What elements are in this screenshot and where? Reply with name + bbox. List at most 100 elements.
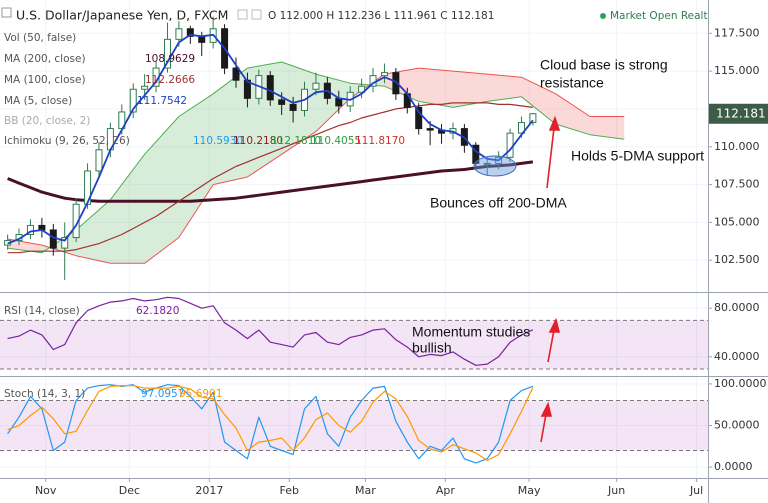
candle-body: [26, 224, 34, 236]
candle-body: [163, 38, 171, 69]
legend-entry: MA (200, close): [4, 53, 86, 65]
legend-value: 97.0957: [141, 388, 184, 400]
ma-line: [7, 102, 533, 254]
y-tick-label: 115.000: [714, 64, 760, 77]
annotation: Holds 5-DMA support: [571, 148, 704, 164]
arrow-head: [548, 115, 561, 131]
x-tick-label: Jun: [607, 484, 625, 497]
cloud-segment: [7, 239, 42, 253]
arrow: [547, 329, 555, 363]
price-label-box: [709, 103, 768, 124]
candle-body: [232, 67, 240, 81]
legend-entry: MA (5, close): [4, 95, 72, 107]
collapse-icon[interactable]: [1, 7, 12, 18]
x-tick-label: Mar: [355, 484, 376, 497]
y-tick-label: 100.0000: [714, 377, 767, 390]
y-tick-label: 107.500: [714, 178, 760, 191]
band-fill: [0, 320, 708, 369]
candle-body: [289, 103, 297, 111]
x-tick-label: Feb: [280, 484, 299, 497]
plot-marks: [0, 0, 708, 478]
x-tick-label: May: [518, 484, 541, 497]
y-tick-label: 102.500: [714, 253, 760, 266]
x-tick-label: Apr: [436, 484, 456, 497]
candle-body: [426, 128, 434, 131]
chart-title: U.S. Dollar/Japanese Yen, D, FXCM: [16, 8, 228, 23]
cloud-segment: [213, 68, 248, 185]
candle-body: [392, 72, 400, 95]
cloud-segment: [281, 62, 316, 155]
y-tick-label: 40.0000: [714, 350, 760, 363]
cloud-segment: [590, 116, 625, 140]
legend-value: 112.2666: [145, 74, 195, 86]
icon[interactable]: [237, 9, 248, 20]
annotation: resistance: [540, 75, 604, 91]
legend-value: 95.6901: [179, 388, 222, 400]
candle-body: [175, 28, 183, 40]
indicator-label: Ichimoku (9, 26, 52, 26): [4, 135, 130, 147]
x-tick-label: Dec: [119, 484, 140, 497]
annotation: Momentum studies: [412, 324, 530, 340]
candle-body: [141, 85, 149, 90]
candle-body: [95, 149, 103, 172]
arrows: [540, 115, 561, 443]
legend-entry: MA (100, close): [4, 74, 86, 86]
ma-line: [7, 160, 534, 203]
price-axis-bg: [709, 0, 768, 503]
cloud-segment: [555, 93, 590, 135]
indicator-value: 112.1810: [271, 135, 321, 147]
arrow: [546, 127, 555, 189]
candle-body: [358, 85, 366, 93]
indicator-value: 111.8170: [355, 135, 405, 147]
indicator-value: 110.5930: [193, 135, 243, 147]
status-dot: [600, 13, 606, 19]
candle-body: [186, 28, 194, 37]
x-tick-label: Nov: [35, 484, 57, 497]
candle-body: [129, 88, 137, 113]
indicator-value: 110.2180: [233, 135, 283, 147]
y-tick-label: 80.0000: [714, 301, 760, 314]
price-label: 112.181: [716, 106, 766, 120]
annotation: Cloud base is strong: [540, 57, 668, 73]
legend-value: 62.1820: [136, 305, 179, 317]
indicator-line: [7, 296, 534, 366]
arrow-head: [548, 317, 561, 333]
legend-value: 108.9629: [145, 53, 195, 65]
y-tick-label: 117.500: [714, 26, 760, 39]
indicator-label: Vol (50, false): [4, 32, 76, 44]
candle-body: [198, 35, 206, 43]
market-status: Market Open Realtime: [610, 10, 727, 22]
candle-body: [517, 122, 525, 134]
cloud-segment: [487, 74, 522, 102]
y-tick-label: 50.0000: [714, 419, 760, 432]
indicator-line: [7, 385, 534, 461]
pane-title: Stoch (14, 3, 1): [4, 388, 85, 400]
candle-body: [312, 82, 320, 90]
indicator-line: [7, 384, 534, 464]
overlays: Cloud base is strong resistance Holds 5-…: [1, 7, 727, 443]
candle-body: [49, 229, 57, 249]
candle-body: [415, 106, 423, 130]
candle-body: [266, 75, 274, 101]
y-tick-label: 0.0000: [714, 460, 753, 473]
annotation: bullish: [412, 340, 452, 356]
candle-body: [61, 237, 69, 249]
x-tick-label: 2017: [195, 484, 223, 497]
band-fill: [0, 400, 708, 451]
pane-title: RSI (14, close): [4, 305, 80, 317]
ma-line: [7, 33, 534, 245]
y-tick-label: 110.000: [714, 140, 760, 153]
candle-body: [529, 113, 537, 124]
cloud-segment: [144, 116, 179, 264]
cloud-segment: [453, 71, 488, 108]
annotation: Bounces off 200-DMA: [430, 195, 567, 211]
cloud-segment: [521, 77, 556, 125]
icon[interactable]: [251, 9, 262, 20]
candle-body: [278, 99, 286, 105]
candle-body: [380, 72, 388, 77]
y-tick-label: 105.000: [714, 215, 760, 228]
candle-body: [483, 162, 491, 165]
